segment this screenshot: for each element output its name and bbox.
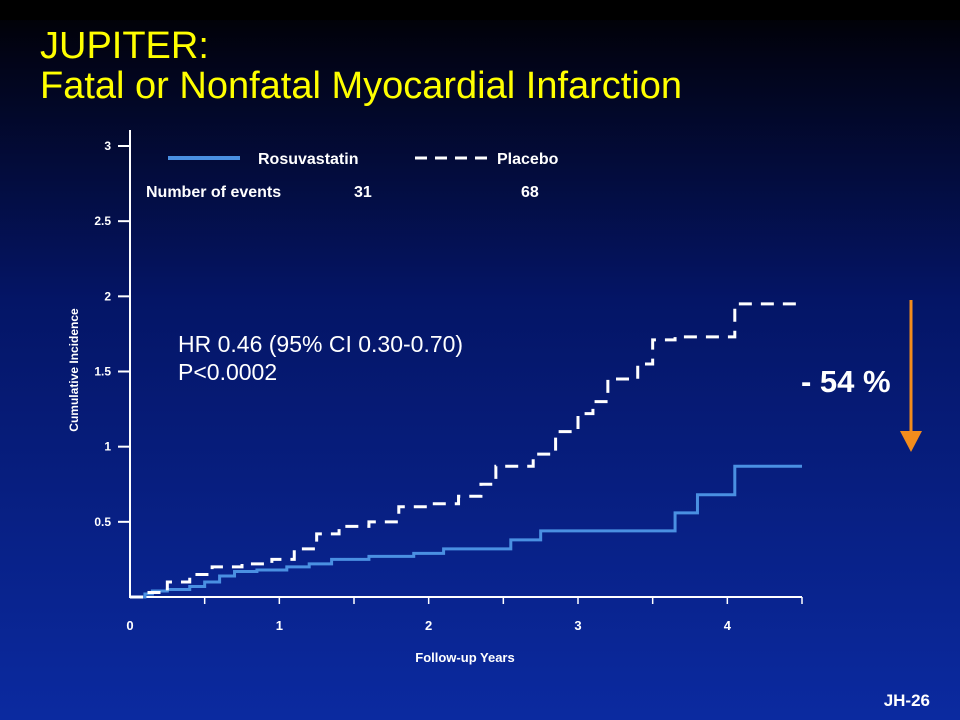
slide-title: JUPITER: Fatal or Nonfatal Myocardial In… [40, 26, 682, 106]
top-black-strip [0, 0, 960, 20]
legend-rosuvastatin-label: Rosuvastatin [258, 151, 358, 168]
reduction-arrow-head [900, 431, 922, 452]
x-tick-label: 1 [276, 618, 283, 633]
slide-code: JH-26 [883, 691, 930, 710]
y-tick-label: 2 [104, 289, 111, 303]
x-tick-label: 4 [724, 618, 732, 633]
events-label: Number of events [146, 184, 281, 201]
series-rosuvastatin-line [130, 464, 802, 599]
y-tick-label: 3 [104, 139, 111, 153]
events-placebo: 68 [521, 184, 539, 201]
y-tick-label: 0.5 [94, 515, 111, 529]
p-value-text: P<0.0002 [178, 359, 278, 385]
x-tick-label: 2 [425, 618, 432, 633]
y-tick-label: 1 [104, 440, 111, 454]
slide-title-line-1: JUPITER: [40, 25, 209, 67]
legend-placebo-label: Placebo [497, 151, 559, 168]
x-axis-ticks: 0 1 2 3 4 [126, 597, 803, 633]
series-placebo-line [130, 302, 802, 599]
y-tick-label: 1.5 [94, 365, 111, 379]
series-layer [130, 302, 802, 599]
x-tick-label: 3 [574, 618, 581, 633]
risk-reduction-label: - 54 % [801, 364, 891, 399]
y-tick-label: 2.5 [94, 214, 111, 228]
hazard-ratio-box: HR 0.46 (95% CI 0.30-0.70) P<0.0002 [178, 330, 463, 386]
y-axis-ticks: 0.5 1 1.5 2 2.5 3 [94, 139, 130, 529]
x-tick-label: 0 [126, 618, 133, 633]
slide-title-line-2: Fatal or Nonfatal Myocardial Infarction [40, 65, 683, 107]
x-axis-label: Follow-up Years [415, 650, 514, 665]
y-axis-label: Cumulative Incidence [67, 308, 81, 432]
hazard-ratio-text: HR 0.46 (95% CI 0.30-0.70) [178, 331, 464, 357]
events-rosuvastatin: 31 [354, 184, 372, 201]
